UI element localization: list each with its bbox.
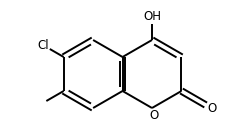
Text: O: O <box>207 102 216 115</box>
Text: O: O <box>149 109 158 122</box>
Text: OH: OH <box>142 10 160 23</box>
Text: Cl: Cl <box>37 39 49 52</box>
